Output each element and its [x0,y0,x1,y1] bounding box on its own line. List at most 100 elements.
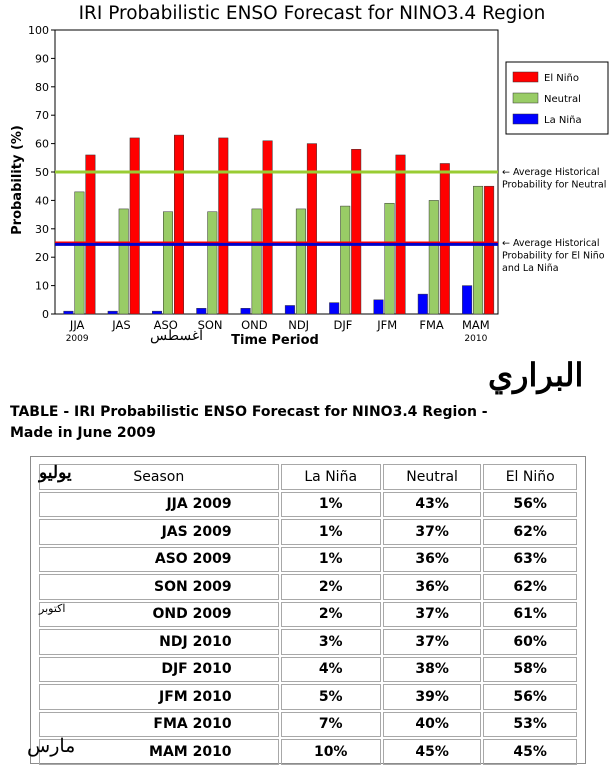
la-nina-cell: 3% [280,629,381,655]
x-tick-label: MAM [462,318,490,332]
neutral-cell: 37% [382,629,482,655]
bar-el-ni-o-fma [439,163,450,315]
table-row: JFM 2010 5% 39% 56% [39,684,577,710]
bar-neutral-jfm [384,202,395,315]
header-la-nina: La Niña [280,464,381,490]
la-nina-cell: 10% [280,739,381,765]
bar-el-ni-o-djf [351,149,362,315]
arabic-note-october: اكتوبر [39,602,66,615]
y-tick-label: 60 [35,138,49,151]
el-nino-cell: 56% [483,491,577,517]
reference-label: and La Niña [502,263,559,274]
y-tick-label: 0 [42,308,49,321]
bar-la-ni-a-aso [152,310,162,315]
table-row: SON 2009 2% 36% 62% [39,574,577,600]
el-nino-cell: 61% [483,601,577,627]
bar-la-ni-a-jfm [373,299,384,315]
table-title: TABLE - IRI Probabilistic ENSO Forecast … [10,404,488,441]
season-cell: JFM 2010 [39,684,279,710]
el-nino-cell: 60% [483,629,577,655]
season-cell: ASO 2009 [39,546,279,572]
la-nina-cell: 1% [280,519,381,545]
x-tick-label: JAS [111,318,130,332]
bar-la-ni-a-jas [107,310,118,315]
la-nina-cell: 7% [280,711,381,737]
bar-el-ni-o-jfm [395,154,406,315]
arabic-note-july: يوليو [39,463,72,483]
bar-neutral-mam [473,185,484,315]
y-tick-label: 100 [28,24,49,37]
y-axis-label: Probability (%) [10,125,25,235]
y-tick-label: 80 [35,81,49,94]
la-nina-cell: 5% [280,684,381,710]
neutral-cell: 39% [382,684,482,710]
bar-el-ni-o-ond [262,140,273,315]
season-cell: FMA 2010 [39,711,279,737]
la-nina-cell: 2% [280,574,381,600]
el-nino-cell: 56% [483,684,577,710]
x-tick-label: OND [241,318,268,332]
la-nina-cell: 2% [280,601,381,627]
reference-label: Probability for El Niño [502,251,605,262]
season-cell: SON 2009 [39,574,279,600]
reference-label: Probability for Neutral [502,180,606,191]
header-neutral: Neutral [382,464,482,490]
y-tick-label: 30 [35,223,49,236]
enso-forecast-chart: IRI Probabilistic ENSO Forecast for NINO… [10,3,609,348]
season-cell: DJF 2010 [39,656,279,682]
bar-neutral-djf [340,205,351,315]
la-nina-cell: 1% [280,491,381,517]
x-tick-label: DJF [334,318,353,332]
legend-label: Neutral [544,94,581,105]
y-tick-label: 20 [35,251,49,264]
y-tick-label: 40 [35,194,49,207]
table-row: MAM 2010 10% 45% 45% [39,739,577,765]
x-tick-year-label: 2010 [464,334,487,344]
bar-la-ni-a-ond [240,308,251,315]
table-row: ASO 2009 1% 36% 63% [39,546,577,572]
neutral-cell: 36% [382,546,482,572]
bar-el-ni-o-aso [174,134,184,315]
season-cell: JAS 2009 [39,519,279,545]
bar-el-ni-o-ndj [306,143,317,315]
la-nina-cell: 1% [280,546,381,572]
legend-swatch [512,92,539,104]
x-tick-label: FMA [419,318,444,332]
forecast-table: Season La Niña Neutral El Niño JJA 2009 1… [37,462,579,767]
table-row: NDJ 2010 3% 37% 60% [39,629,577,655]
legend-swatch [512,113,539,125]
bar-neutral-jja [74,191,85,315]
neutral-cell: 36% [382,574,482,600]
el-nino-cell: 53% [483,711,577,737]
el-nino-cell: 62% [483,574,577,600]
y-tick-label: 50 [35,166,49,179]
bar-la-ni-a-fma [417,293,428,315]
table-row: JAS 2009 1% 37% 62% [39,519,577,545]
x-tick-label: JFM [376,318,397,332]
arabic-signature: البراري [488,356,584,394]
season-cell: MAM 2010 [39,739,279,765]
arabic-note-august: اغسطس [150,328,204,344]
neutral-cell: 43% [382,491,482,517]
reference-label: ← Average Historical [502,167,600,178]
el-nino-cell: 45% [483,739,577,765]
bar-neutral-jas [118,208,129,315]
neutral-cell: 37% [382,519,482,545]
bar-la-ni-a-son [196,308,207,315]
bar-neutral-aso [163,211,173,315]
el-nino-cell: 63% [483,546,577,572]
bar-la-ni-a-mam [462,285,473,315]
bar-neutral-ndj [295,208,306,315]
x-tick-label: JJA [69,318,85,332]
legend-swatch [512,71,539,83]
header-el-nino: El Niño [483,464,577,490]
bar-la-ni-a-jja [63,310,74,315]
arabic-note-march: مارس [27,735,76,757]
neutral-cell: 45% [382,739,482,765]
bar-el-ni-o-jas [129,137,140,315]
x-axis-label: Time Period [231,333,319,348]
bar-el-ni-o-son [218,137,229,315]
neutral-cell: 37% [382,601,482,627]
x-tick-label: NDJ [288,318,309,332]
table-row: DJF 2010 4% 38% 58% [39,656,577,682]
